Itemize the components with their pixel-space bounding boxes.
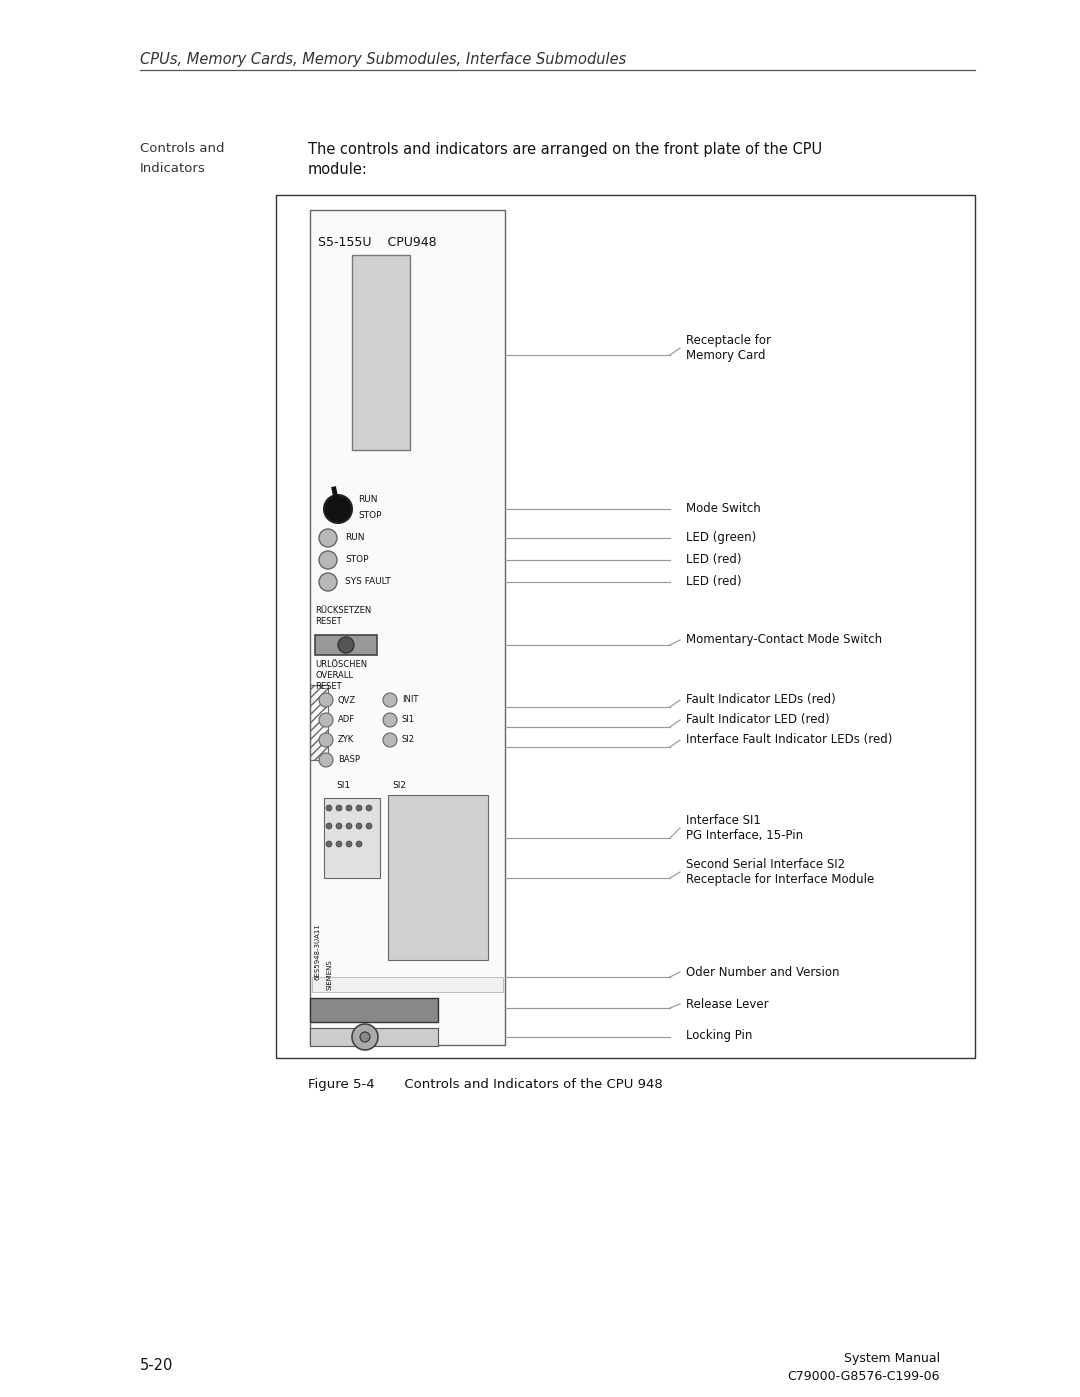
Bar (310, 1028, 438, 1046)
Circle shape (319, 550, 337, 569)
Bar (312, 977, 503, 992)
Text: C79000-G8576-C199-06: C79000-G8576-C199-06 (787, 1370, 940, 1383)
Text: RUN: RUN (357, 495, 378, 503)
Text: module:: module: (308, 162, 368, 177)
Circle shape (356, 823, 362, 828)
Circle shape (383, 712, 397, 726)
Text: INIT: INIT (402, 696, 418, 704)
Text: URLÖSCHEN
OVERALL
RESET: URLÖSCHEN OVERALL RESET (315, 659, 367, 692)
Text: QVZ: QVZ (338, 696, 356, 704)
Circle shape (326, 805, 332, 812)
Text: The controls and indicators are arranged on the front plate of the CPU: The controls and indicators are arranged… (308, 142, 822, 156)
Circle shape (346, 805, 352, 812)
Text: Fault Indicator LED (red): Fault Indicator LED (red) (686, 714, 829, 726)
Text: RUN: RUN (345, 534, 365, 542)
Text: Indicators: Indicators (140, 162, 206, 175)
Circle shape (326, 823, 332, 828)
Text: Release Lever: Release Lever (686, 997, 769, 1010)
Text: LED (red): LED (red) (686, 553, 742, 567)
Text: Controls and: Controls and (140, 142, 225, 155)
Text: Locking Pin: Locking Pin (686, 1028, 753, 1042)
Text: LED (green): LED (green) (686, 531, 756, 545)
Circle shape (352, 1024, 378, 1051)
Text: RÜCKSETZEN
RESET: RÜCKSETZEN RESET (315, 606, 372, 626)
Circle shape (319, 693, 333, 707)
Circle shape (356, 841, 362, 847)
Text: Receptacle for
Memory Card: Receptacle for Memory Card (686, 334, 771, 362)
Text: 6ES5948-3UA11: 6ES5948-3UA11 (315, 923, 321, 981)
Text: STOP: STOP (357, 510, 381, 520)
Text: SIEMENS: SIEMENS (327, 960, 333, 990)
Text: SI1: SI1 (336, 781, 350, 789)
Text: SI2: SI2 (392, 781, 406, 789)
Text: S5-155U    CPU948: S5-155U CPU948 (318, 236, 436, 249)
Bar (310, 685, 328, 760)
Text: 5-20: 5-20 (140, 1358, 174, 1373)
Circle shape (319, 529, 337, 548)
Circle shape (319, 712, 333, 726)
Text: System Manual: System Manual (843, 1352, 940, 1365)
Bar (352, 256, 410, 450)
Text: Interface SI1
PG Interface, 15-Pin: Interface SI1 PG Interface, 15-Pin (686, 814, 804, 842)
Text: STOP: STOP (345, 556, 368, 564)
Bar (276, 196, 975, 1058)
Text: Second Serial Interface SI2
Receptacle for Interface Module: Second Serial Interface SI2 Receptacle f… (686, 858, 874, 886)
Circle shape (360, 1032, 370, 1042)
Circle shape (319, 733, 333, 747)
Bar (310, 997, 438, 1023)
Circle shape (319, 573, 337, 591)
Text: Figure 5-4       Controls and Indicators of the CPU 948: Figure 5-4 Controls and Indicators of th… (308, 1078, 663, 1091)
Text: ZYK: ZYK (338, 735, 354, 745)
Text: ADF: ADF (338, 715, 355, 725)
Text: SI1: SI1 (402, 715, 415, 725)
Circle shape (336, 805, 342, 812)
Text: Interface Fault Indicator LEDs (red): Interface Fault Indicator LEDs (red) (686, 733, 892, 746)
Text: Fault Indicator LEDs (red): Fault Indicator LEDs (red) (686, 693, 836, 707)
Bar (315, 636, 377, 655)
Circle shape (346, 823, 352, 828)
Circle shape (366, 823, 372, 828)
Text: Momentary-Contact Mode Switch: Momentary-Contact Mode Switch (686, 633, 882, 647)
Text: Oder Number and Version: Oder Number and Version (686, 965, 839, 978)
Circle shape (319, 753, 333, 767)
Circle shape (383, 733, 397, 747)
Circle shape (338, 637, 354, 652)
Bar (388, 795, 488, 960)
Circle shape (356, 805, 362, 812)
Text: BASP: BASP (338, 756, 360, 764)
Text: CPUs, Memory Cards, Memory Submodules, Interface Submodules: CPUs, Memory Cards, Memory Submodules, I… (140, 52, 626, 67)
Text: LED (red): LED (red) (686, 576, 742, 588)
Text: SI2: SI2 (402, 735, 415, 745)
Circle shape (326, 841, 332, 847)
Circle shape (346, 841, 352, 847)
Circle shape (324, 495, 352, 522)
Circle shape (383, 693, 397, 707)
Circle shape (366, 805, 372, 812)
Bar (324, 798, 380, 877)
Text: SYS FAULT: SYS FAULT (345, 577, 391, 587)
Circle shape (336, 823, 342, 828)
Bar (310, 210, 505, 1045)
Text: Mode Switch: Mode Switch (686, 503, 760, 515)
Circle shape (336, 841, 342, 847)
